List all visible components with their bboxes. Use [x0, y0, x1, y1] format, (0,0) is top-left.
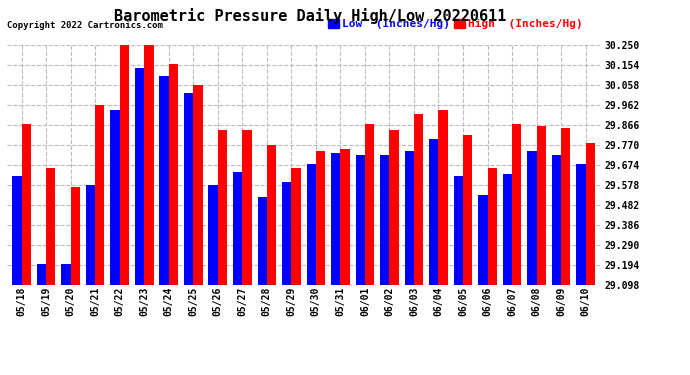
Bar	[561, 128, 571, 285]
Bar	[282, 183, 291, 285]
Text: Barometric Pressure Daily High/Low 20220611: Barometric Pressure Daily High/Low 20220…	[115, 8, 506, 24]
Bar	[331, 153, 340, 285]
Bar	[527, 151, 537, 285]
Bar	[46, 168, 55, 285]
Bar	[586, 143, 595, 285]
Bar	[144, 45, 154, 285]
Bar	[576, 164, 586, 285]
Bar	[552, 155, 561, 285]
Bar	[429, 139, 438, 285]
Bar	[257, 197, 267, 285]
Bar	[95, 105, 104, 285]
Bar	[355, 155, 365, 285]
Bar	[488, 168, 497, 285]
Bar	[12, 176, 21, 285]
Bar	[119, 45, 129, 285]
Bar	[159, 76, 169, 285]
Bar	[537, 126, 546, 285]
Bar	[389, 130, 399, 285]
Bar	[453, 176, 463, 285]
Legend: Low  (Inches/Hg), High  (Inches/Hg): Low (Inches/Hg), High (Inches/Hg)	[328, 20, 583, 30]
Bar	[184, 93, 193, 285]
Bar	[135, 68, 144, 285]
Bar	[267, 145, 276, 285]
Bar	[340, 149, 350, 285]
Bar	[233, 172, 242, 285]
Bar	[218, 130, 227, 285]
Bar	[37, 264, 46, 285]
Bar	[316, 151, 325, 285]
Bar	[438, 110, 448, 285]
Bar	[70, 187, 80, 285]
Bar	[61, 264, 70, 285]
Bar	[503, 174, 512, 285]
Bar	[208, 184, 218, 285]
Text: Copyright 2022 Cartronics.com: Copyright 2022 Cartronics.com	[7, 21, 163, 30]
Bar	[306, 164, 316, 285]
Bar	[414, 114, 423, 285]
Bar	[512, 124, 522, 285]
Bar	[193, 85, 203, 285]
Bar	[110, 110, 119, 285]
Bar	[242, 130, 252, 285]
Bar	[478, 195, 488, 285]
Bar	[169, 64, 178, 285]
Bar	[21, 124, 31, 285]
Bar	[404, 151, 414, 285]
Bar	[463, 135, 472, 285]
Bar	[86, 184, 95, 285]
Bar	[291, 168, 301, 285]
Bar	[365, 124, 374, 285]
Bar	[380, 155, 389, 285]
